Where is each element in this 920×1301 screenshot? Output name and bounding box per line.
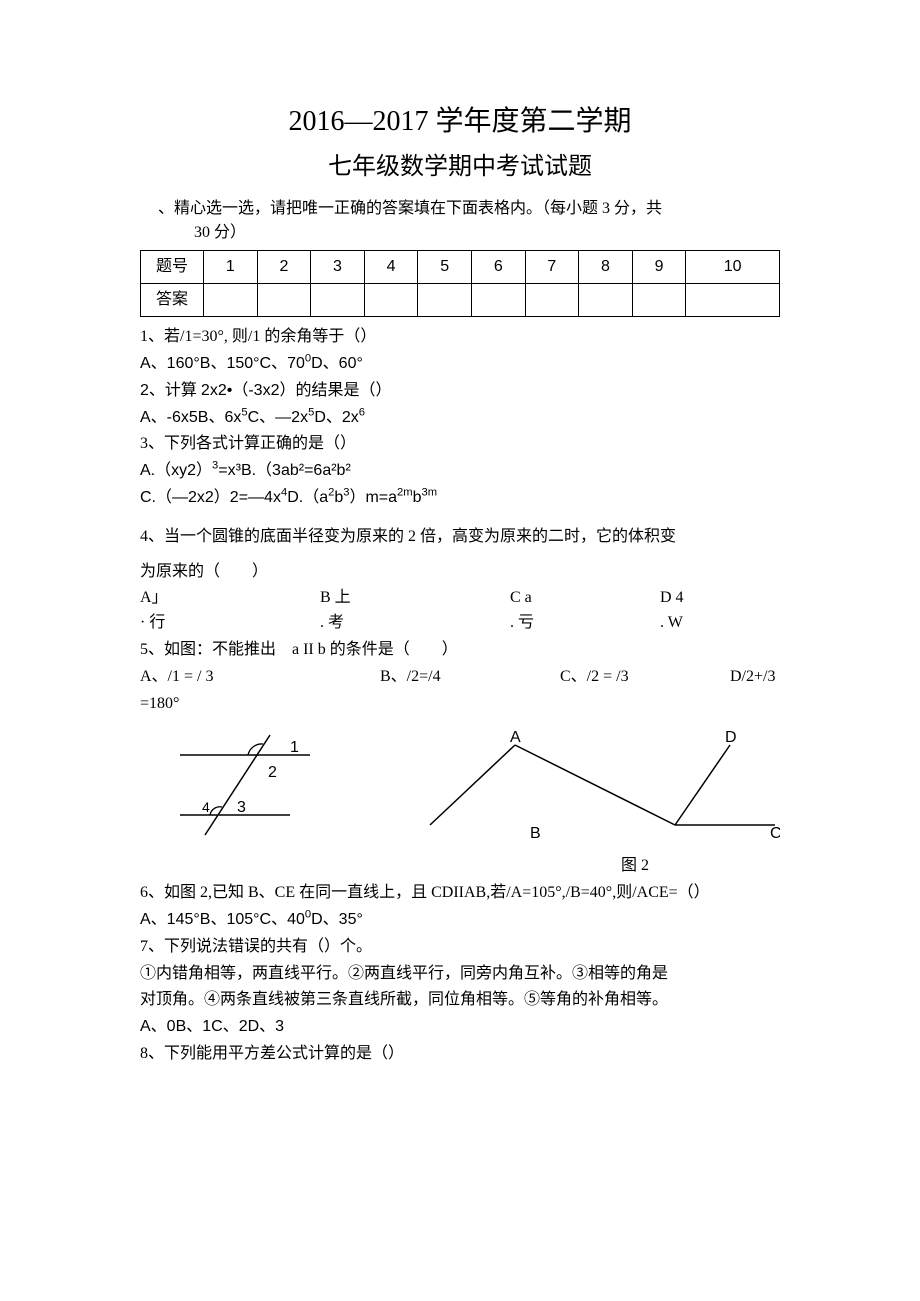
grid-col: 8 — [579, 251, 633, 284]
figure-2: A B C D — [400, 730, 780, 840]
opt-4b: B 上 — [320, 586, 510, 611]
grid-col: 7 — [525, 251, 579, 284]
grid-col: 2 — [257, 251, 311, 284]
grid-col: 4 — [364, 251, 418, 284]
question-6-options: A、145°B、105°C、400D、35° — [140, 908, 780, 933]
title-year: 2016—2017 学年度第二学期 — [140, 100, 780, 143]
opt-4c: C a — [510, 586, 660, 611]
question-7-options: A、0B、1C、2D、3 — [140, 1015, 780, 1040]
question-1: 1、若/1=30°, 则/1 的余角等于（） — [140, 325, 780, 350]
grid-cell — [579, 284, 633, 317]
figure-1: 1 2 3 4 — [140, 730, 400, 840]
opt-5a: A、/1 = / 3 — [140, 665, 380, 690]
grid-cell — [418, 284, 472, 317]
grid-header-row: 题号 1 2 3 4 5 6 7 8 9 10 — [141, 251, 780, 284]
question-3-options-1: A.（xy2）3=x³B.（3ab²=6a²b² — [140, 459, 780, 484]
fig1-label-2: 2 — [268, 764, 277, 781]
fig2-label-c: C — [770, 825, 780, 840]
grid-col: 3 — [311, 251, 365, 284]
opt-4d2: . W — [660, 611, 780, 636]
question-2-options: A、-6x5B、6x5C、—2x5D、2x6 — [140, 406, 780, 431]
opt-4a2: · 行 — [140, 611, 320, 636]
grid-col: 9 — [632, 251, 686, 284]
section-intro-line2: 30 分） — [140, 221, 780, 246]
question-5: 5、如图：不能推出 a II b 的条件是（ ） — [140, 638, 780, 663]
section-intro-line1: 、精心选一选，请把唯一正确的答案填在下面表格内。（每小题 3 分，共 — [140, 197, 780, 222]
fig1-label-1: 1 — [290, 739, 299, 756]
question-4: 4、当一个圆锥的底面半径变为原来的 2 倍，高变为原来的二时，它的体积变 — [140, 525, 780, 550]
grid-cell — [525, 284, 579, 317]
opt-4d: D 4 — [660, 586, 780, 611]
grid-col: 5 — [418, 251, 472, 284]
question-4b: 为原来的（ ） — [140, 560, 780, 585]
fig1-label-4: 4 — [202, 799, 210, 815]
question-4-options-row1: A」 B 上 C a D 4 — [140, 586, 780, 611]
grid-cell — [204, 284, 258, 317]
opt-5c: C、/2 = /3 — [560, 665, 730, 690]
question-5-tail: =180° — [140, 692, 780, 717]
grid-cell — [471, 284, 525, 317]
grid-cell — [632, 284, 686, 317]
opt-4b2: . 考 — [320, 611, 510, 636]
fig2-label-b: B — [530, 825, 541, 840]
question-4-options-row2: · 行 . 考 . 亏 . W — [140, 611, 780, 636]
figure-2-caption: 图 2 — [140, 854, 780, 879]
grid-header-label: 题号 — [141, 251, 204, 284]
grid-cell — [311, 284, 365, 317]
question-2: 2、计算 2x2•（-3x2）的结果是（） — [140, 379, 780, 404]
opt-4a: A」 — [140, 586, 320, 611]
question-7-line3: 对顶角。④两条直线被第三条直线所截，同位角相等。⑤等角的补角相等。 — [140, 988, 780, 1013]
grid-cell — [364, 284, 418, 317]
grid-col: 1 — [204, 251, 258, 284]
answer-grid: 题号 1 2 3 4 5 6 7 8 9 10 答案 — [140, 250, 780, 317]
question-5-options: A、/1 = / 3 B、/2=/4 C、/2 = /3 D/2+/3 — [140, 665, 780, 690]
grid-cell — [686, 284, 780, 317]
question-3-options-2: C.（—2x2）2=—4x4D.（a2b3）m=a2mb3m — [140, 486, 780, 511]
opt-5d: D/2+/3 — [730, 665, 775, 690]
grid-cell — [257, 284, 311, 317]
question-1-options: A、160°B、150°C、700D、60° — [140, 352, 780, 377]
fig1-label-3: 3 — [237, 799, 246, 816]
fig2-label-d: D — [725, 730, 737, 746]
fig2-label-a: A — [510, 730, 521, 746]
grid-col: 6 — [471, 251, 525, 284]
question-7: 7、下列说法错误的共有（）个。 — [140, 935, 780, 960]
opt-5b: B、/2=/4 — [380, 665, 560, 690]
grid-answer-row: 答案 — [141, 284, 780, 317]
question-3: 3、下列各式计算正确的是（） — [140, 432, 780, 457]
title-subject: 七年级数学期中考试试题 — [140, 149, 780, 186]
grid-answer-label: 答案 — [141, 284, 204, 317]
grid-col: 10 — [686, 251, 780, 284]
question-8: 8、下列能用平方差公式计算的是（） — [140, 1042, 780, 1067]
opt-4c2: . 亏 — [510, 611, 660, 636]
question-7-line2: ①内错角相等，两直线平行。②两直线平行，同旁内角互补。③相等的角是 — [140, 962, 780, 987]
question-6: 6、如图 2,已知 B、CE 在同一直线上，且 CDIIAB,若/A=105°,… — [140, 881, 780, 906]
